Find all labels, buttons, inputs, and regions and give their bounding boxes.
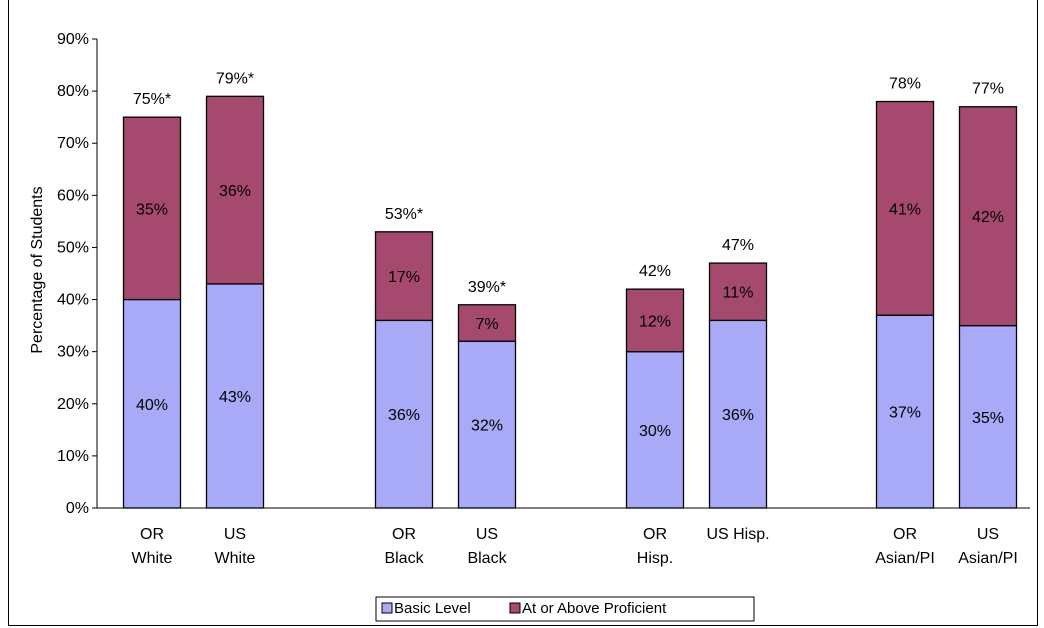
bar-proficient [205, 95, 265, 285]
data-label-proficient: 36% [219, 183, 251, 200]
data-label-proficient: 42% [972, 209, 1004, 226]
y-tick-label: 90% [57, 31, 89, 48]
data-label-proficient: 11% [723, 285, 754, 302]
legend: Basic Level At or Above Proficient [375, 596, 755, 622]
y-axis: 0% 10% 20% 30% 40% 50% 60% 70% 80% 90% [57, 31, 98, 517]
data-label-basic: 32% [471, 418, 503, 435]
data-label-basic: 36% [722, 407, 754, 424]
total-label: 79%* [216, 70, 254, 87]
y-tick-label: 60% [57, 187, 89, 204]
legend-box [375, 596, 755, 622]
data-label-basic: 43% [219, 389, 251, 406]
total-label: 47% [722, 237, 754, 254]
legend-swatch-basic [381, 602, 393, 614]
y-tick-label: 20% [57, 396, 89, 413]
data-label-basic: 40% [136, 397, 168, 414]
y-tick-label: 10% [57, 448, 89, 465]
bar-proficient [457, 304, 517, 342]
total-label: 53%* [385, 206, 423, 223]
y-tick-label: 40% [57, 292, 89, 309]
total-label: 75%* [133, 91, 171, 108]
x-axis: OR White US White OR Black US Black OR Hisp. US Hi… [97, 507, 1030, 567]
data-label-basic: 36% [388, 407, 420, 424]
data-label-basic: 37% [889, 405, 921, 422]
data-label-basic: 30% [639, 423, 671, 440]
x-tick-label: US Asian/PI [958, 526, 1018, 567]
total-label: 77% [972, 81, 1004, 98]
legend-label-basic: Basic Level [394, 600, 471, 617]
data-label-basic: 35% [972, 410, 1004, 427]
y-tick-label: 30% [57, 344, 89, 361]
bars: 40% 35% 75%* 43% 36% 79%* 36% 17% 53%* 32% 7% 39%* 3… [122, 70, 1018, 509]
bar-basic [122, 298, 182, 509]
bar-proficient [875, 100, 935, 316]
total-label: 42% [639, 263, 671, 280]
total-label: 39%* [468, 279, 506, 296]
bar-basic [205, 283, 265, 509]
data-label-proficient: 17% [388, 269, 420, 286]
bar-basic [958, 324, 1018, 509]
data-label-proficient: 7% [475, 316, 498, 333]
data-label-proficient: 12% [639, 313, 671, 330]
x-tick-label: OR Asian/PI [875, 526, 935, 567]
bar-proficient [625, 288, 685, 353]
y-tick-label: 0% [66, 500, 89, 517]
x-tick-label: US Black [467, 526, 507, 567]
total-label: 78% [889, 76, 921, 93]
bar-proficient [122, 116, 182, 301]
bar-basic [625, 351, 685, 509]
x-tick-label: US Hisp. [706, 526, 769, 543]
x-tick-label: OR Black [384, 526, 424, 567]
x-tick-label: US White [215, 526, 256, 567]
data-label-proficient: 41% [889, 201, 921, 218]
bar-proficient [958, 106, 1018, 327]
x-tick-label: OR White [132, 526, 173, 567]
y-axis-label: Percentage of Students [29, 186, 46, 353]
legend-swatch-proficient [509, 602, 521, 614]
bar-proficient [708, 262, 768, 322]
y-tick-label: 80% [57, 83, 89, 100]
legend-label-proficient: At or Above Proficient [522, 600, 667, 617]
bar-proficient [374, 231, 434, 322]
data-label-proficient: 35% [136, 201, 168, 218]
y-tick-label: 50% [57, 239, 89, 256]
bar-basic [875, 314, 935, 509]
y-tick-label: 70% [57, 135, 89, 152]
x-tick-label: OR Hisp. [637, 526, 673, 567]
bar-basic [708, 319, 768, 509]
